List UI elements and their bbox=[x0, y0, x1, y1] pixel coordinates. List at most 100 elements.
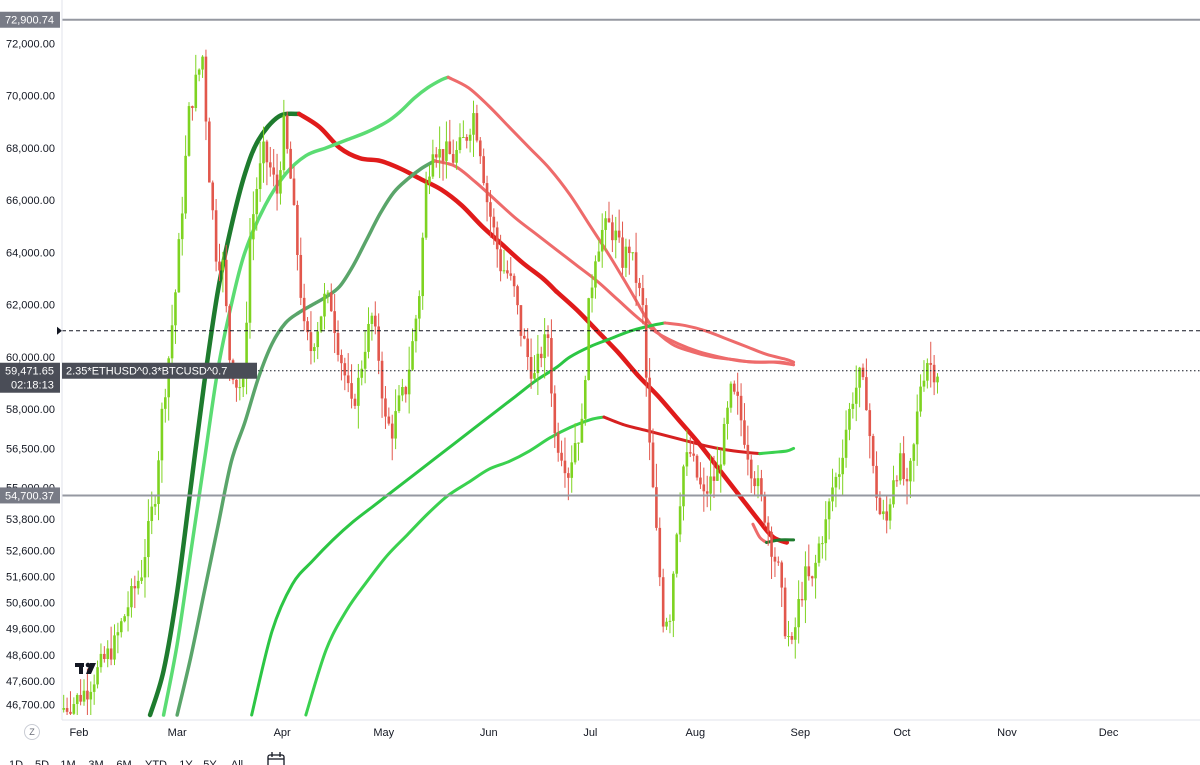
candle-body bbox=[922, 380, 926, 387]
moving-average-line bbox=[764, 538, 796, 544]
y-tick-label: 47,600.00 bbox=[6, 676, 55, 688]
candle-body bbox=[306, 321, 309, 333]
candle-body bbox=[394, 411, 397, 439]
timezone-badge[interactable]: Z bbox=[24, 724, 40, 740]
candle-body bbox=[265, 141, 269, 163]
candle-body bbox=[211, 182, 215, 211]
candle-body bbox=[678, 506, 682, 535]
candle-body bbox=[729, 383, 733, 408]
candle-body bbox=[130, 586, 133, 608]
candle-body bbox=[882, 511, 885, 515]
timeframe-button[interactable]: 6M bbox=[116, 759, 131, 765]
y-tick-label: 48,600.00 bbox=[6, 650, 55, 662]
candle-body bbox=[892, 480, 895, 505]
candle-body bbox=[587, 298, 590, 381]
timeframe-button[interactable]: YTD bbox=[145, 759, 167, 765]
y-tick-label: 72,000.00 bbox=[6, 38, 55, 50]
candle-body bbox=[753, 478, 756, 487]
last-price-text: 59,471.65 bbox=[5, 366, 54, 378]
candle-body bbox=[418, 296, 421, 319]
candle-body bbox=[865, 377, 868, 411]
candle-body bbox=[512, 275, 516, 287]
candle-body bbox=[404, 386, 408, 395]
candle-body bbox=[421, 237, 425, 297]
candle-body bbox=[468, 134, 472, 141]
candle-body bbox=[106, 648, 110, 660]
candle-body bbox=[478, 140, 482, 157]
candle-body bbox=[197, 69, 201, 75]
candle-body bbox=[709, 476, 712, 494]
candle-body bbox=[793, 627, 797, 640]
candle-body bbox=[932, 364, 936, 383]
candle-body bbox=[326, 292, 330, 294]
candle-body bbox=[252, 214, 255, 240]
candle-body bbox=[424, 183, 428, 238]
candle-body bbox=[895, 480, 899, 482]
timeframe-button[interactable]: 3M bbox=[88, 759, 103, 765]
candle-body bbox=[299, 254, 303, 298]
candle-body bbox=[834, 476, 838, 488]
candle-body bbox=[157, 460, 160, 505]
candle-body bbox=[655, 487, 658, 528]
candle-body bbox=[248, 239, 252, 323]
y-tick-label: 62,000.00 bbox=[6, 300, 55, 312]
candle-body bbox=[373, 315, 377, 327]
y-axis-labels: 72,000.00 70,000.00 68,000.00 66,000.00 64,0… bbox=[6, 38, 55, 711]
x-tick-label: Sep bbox=[791, 727, 811, 739]
candle-body bbox=[401, 386, 404, 396]
candle-body bbox=[529, 356, 533, 379]
candle-body bbox=[282, 115, 286, 171]
timeframe-bar: 1D 5D 1M 3M 6M YTD 1Y 5Y All bbox=[9, 759, 243, 765]
candle-body bbox=[431, 154, 435, 177]
candle-body bbox=[628, 246, 631, 254]
y-tick-label: 52,600.00 bbox=[6, 545, 55, 557]
timeframe-button[interactable]: 5Y bbox=[203, 759, 217, 765]
candle-body bbox=[888, 504, 892, 521]
y-tick-label: 56,500.00 bbox=[6, 443, 55, 455]
candle-body bbox=[336, 333, 340, 355]
candle-body bbox=[441, 149, 445, 161]
candle-body bbox=[688, 452, 692, 454]
candle-body bbox=[170, 325, 174, 359]
moving-average-line bbox=[296, 111, 559, 294]
timeframe-button[interactable]: 1D bbox=[9, 759, 23, 765]
candle-body bbox=[915, 411, 919, 445]
candle-body bbox=[218, 261, 221, 271]
moving-average-line bbox=[663, 321, 796, 364]
candle-body bbox=[719, 464, 723, 470]
candle-body bbox=[462, 137, 465, 139]
candle-body bbox=[607, 218, 611, 223]
level-handle-icon[interactable] bbox=[57, 326, 62, 335]
candle-body bbox=[902, 453, 905, 480]
candle-body bbox=[770, 531, 773, 557]
candle-body bbox=[837, 474, 841, 477]
countdown-text: 02:18:13 bbox=[11, 380, 54, 392]
candle-body bbox=[191, 106, 194, 109]
candle-body bbox=[407, 369, 411, 395]
candle-body bbox=[445, 141, 448, 161]
candle-body bbox=[123, 616, 126, 622]
timeframe-button[interactable]: 1M bbox=[60, 759, 75, 765]
candle-body bbox=[790, 636, 794, 640]
candle-body bbox=[262, 141, 265, 164]
y-tick-label: 66,000.00 bbox=[6, 195, 55, 207]
y-tick-label: 50,600.00 bbox=[6, 598, 55, 610]
y-tick-label: 46,700.00 bbox=[6, 700, 55, 712]
candle-body bbox=[414, 318, 418, 342]
candle-body bbox=[346, 375, 350, 384]
candle-body bbox=[546, 334, 550, 339]
candle-body bbox=[516, 286, 519, 306]
candle-body bbox=[556, 433, 560, 453]
timeframe-button[interactable]: 1Y bbox=[179, 759, 193, 765]
candle-body bbox=[116, 632, 120, 636]
candle-body bbox=[333, 311, 336, 334]
candle-body bbox=[268, 162, 272, 168]
candle-body bbox=[760, 478, 763, 495]
candle-body bbox=[245, 322, 248, 379]
timeframe-button[interactable]: All bbox=[231, 759, 243, 765]
moving-average-line bbox=[304, 415, 606, 717]
timeframe-button[interactable]: 5D bbox=[35, 759, 49, 765]
candle-body bbox=[194, 74, 198, 109]
calendar-icon[interactable] bbox=[267, 752, 285, 765]
